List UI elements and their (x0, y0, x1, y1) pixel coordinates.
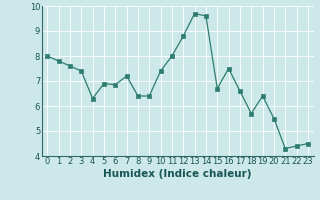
X-axis label: Humidex (Indice chaleur): Humidex (Indice chaleur) (103, 169, 252, 179)
